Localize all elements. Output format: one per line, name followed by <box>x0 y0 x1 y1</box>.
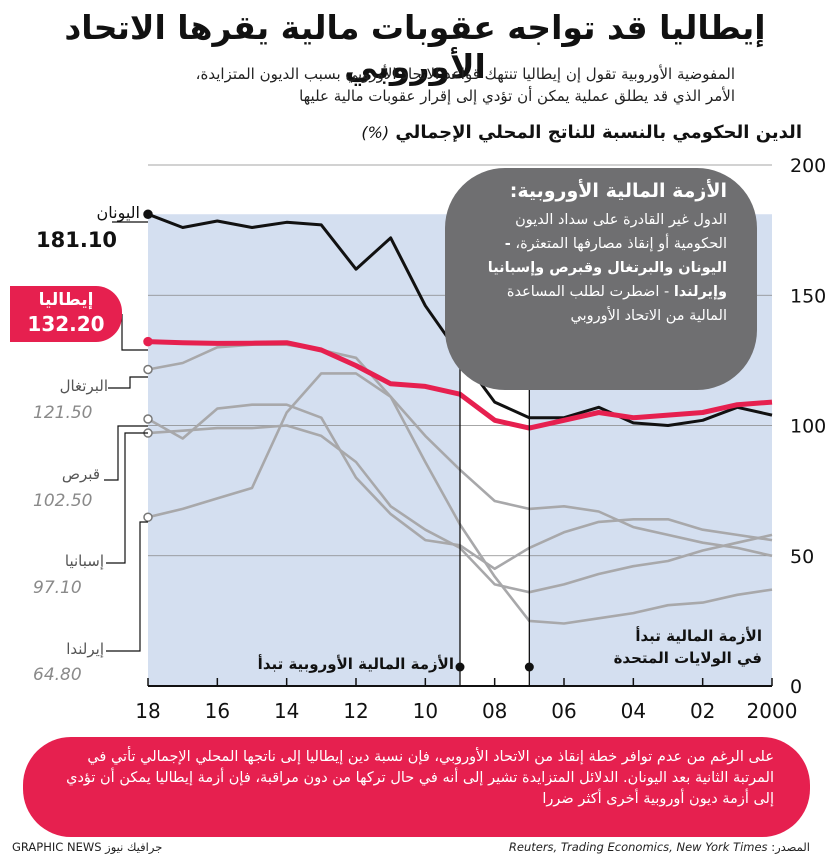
greece-value-label: 181.10 <box>36 228 118 252</box>
crisis-marker-dot-0 <box>455 662 465 672</box>
ireland-value-label: 64.80 <box>33 665 82 685</box>
series-start-dot-5 <box>143 512 153 522</box>
axis-title: الدين الحكومي بالنسبة للناتج المحلي الإج… <box>361 122 802 143</box>
cyprus-value-label: 102.50 <box>33 491 93 511</box>
x-tick-label: 18 <box>135 699 160 723</box>
crisis-marker-dot-1 <box>524 662 534 672</box>
bubble-text-3: - اضطرت لطلب المساعدة المالية من الاتحاد… <box>506 284 727 324</box>
summary-box: على الرغم من عدم توافر خطة إنقاذ من الات… <box>23 737 810 837</box>
cyprus-name-label: قبرص <box>61 465 100 483</box>
y-tick-label: 100 <box>790 416 826 438</box>
subtitle-line-1: المفوضية الأوروبية تقول إن إيطاليا تنتهك… <box>195 65 735 83</box>
credit: GRAPHIC NEWS جرافيك نيوز <box>12 840 163 854</box>
italy-name-label: إيطاليا <box>38 290 94 310</box>
us-crisis-annotation: الأزمة المالية تبدأ في الولايات المتحدة <box>540 625 762 669</box>
ireland-leader <box>106 521 148 652</box>
x-tick-label: 14 <box>274 699 299 723</box>
portugal-name-label: البرتغال <box>59 377 108 395</box>
series-start-dot-3 <box>143 414 153 424</box>
x-tick-label: 04 <box>621 699 646 723</box>
label-leaders <box>104 221 148 652</box>
y-tick-label: 150 <box>790 285 826 307</box>
axis-title-text: الدين الحكومي بالنسبة للناتج المحلي الإج… <box>395 122 802 143</box>
y-tick-label: 0 <box>790 676 802 698</box>
series-start-dot-1 <box>143 336 153 347</box>
x-tick-label: 16 <box>205 699 230 723</box>
source-label: المصدر: <box>771 840 810 854</box>
bubble-text-2: - اليونان والبرتغال وقبرص وإسبانيا وإيرل… <box>487 236 727 300</box>
page-title: إيطاليا قد تواجه عقوبات مالية يقرها الات… <box>64 8 766 86</box>
x-tick-label: 10 <box>413 699 438 723</box>
subtitle-line-2: الأمر الذي قد يطلق عملية يمكن أن تؤدي إل… <box>299 87 735 105</box>
series-start-dot-2 <box>143 364 153 375</box>
bubble-title: الأزمة المالية الأوروبية: <box>509 180 727 202</box>
us-crisis-line-2: في الولايات المتحدة <box>613 649 762 667</box>
x-tick-label: 08 <box>482 699 507 723</box>
us-crisis-line-1: الأزمة المالية تبدأ <box>635 627 762 645</box>
spain-leader <box>106 432 148 564</box>
x-tick-label: 12 <box>343 699 368 723</box>
source-line: المصدر: Reuters, Trading Economics, New … <box>509 840 810 854</box>
italy-value-label: 132.20 <box>27 312 105 336</box>
series-start-dot-0 <box>143 209 153 219</box>
summary-text: على الرغم من عدم توافر خطة إنقاذ من الات… <box>66 749 774 807</box>
shaded-periods <box>148 214 772 686</box>
crisis-info-bubble: الأزمة المالية الأوروبية: الدول غير القا… <box>445 168 757 390</box>
y-tick-label: 200 <box>790 155 826 177</box>
italy-leader <box>121 314 148 351</box>
ireland-name-label: إيرلندا <box>66 640 104 658</box>
cyprus-leader <box>104 425 148 481</box>
greece-name-label: اليونان <box>96 203 141 222</box>
eu-crisis-annotation: الأزمة المالية الأوروبية تبدأ <box>257 655 454 673</box>
subtitle: المفوضية الأوروبية تقول إن إيطاليا تنتهك… <box>35 63 735 107</box>
shaded-range-0 <box>148 214 460 686</box>
axis-unit: (%) <box>361 123 390 142</box>
x-tick-label: 2000 <box>747 699 798 723</box>
portugal-leader <box>108 376 148 389</box>
italy-label-box: إيطاليا 132.20 <box>10 286 122 342</box>
y-tick-label: 50 <box>790 546 814 568</box>
x-tick-label: 06 <box>551 699 576 723</box>
source-text: Reuters, Trading Economics, New York Tim… <box>508 840 768 854</box>
spain-name-label: إسبانيا <box>64 552 104 570</box>
bubble-text-1: الدول غير القادرة على سداد الديون الحكوم… <box>515 212 727 252</box>
spain-value-label: 97.10 <box>33 578 82 598</box>
x-tick-label: 02 <box>690 699 715 723</box>
portugal-value-label: 121.50 <box>33 403 93 423</box>
